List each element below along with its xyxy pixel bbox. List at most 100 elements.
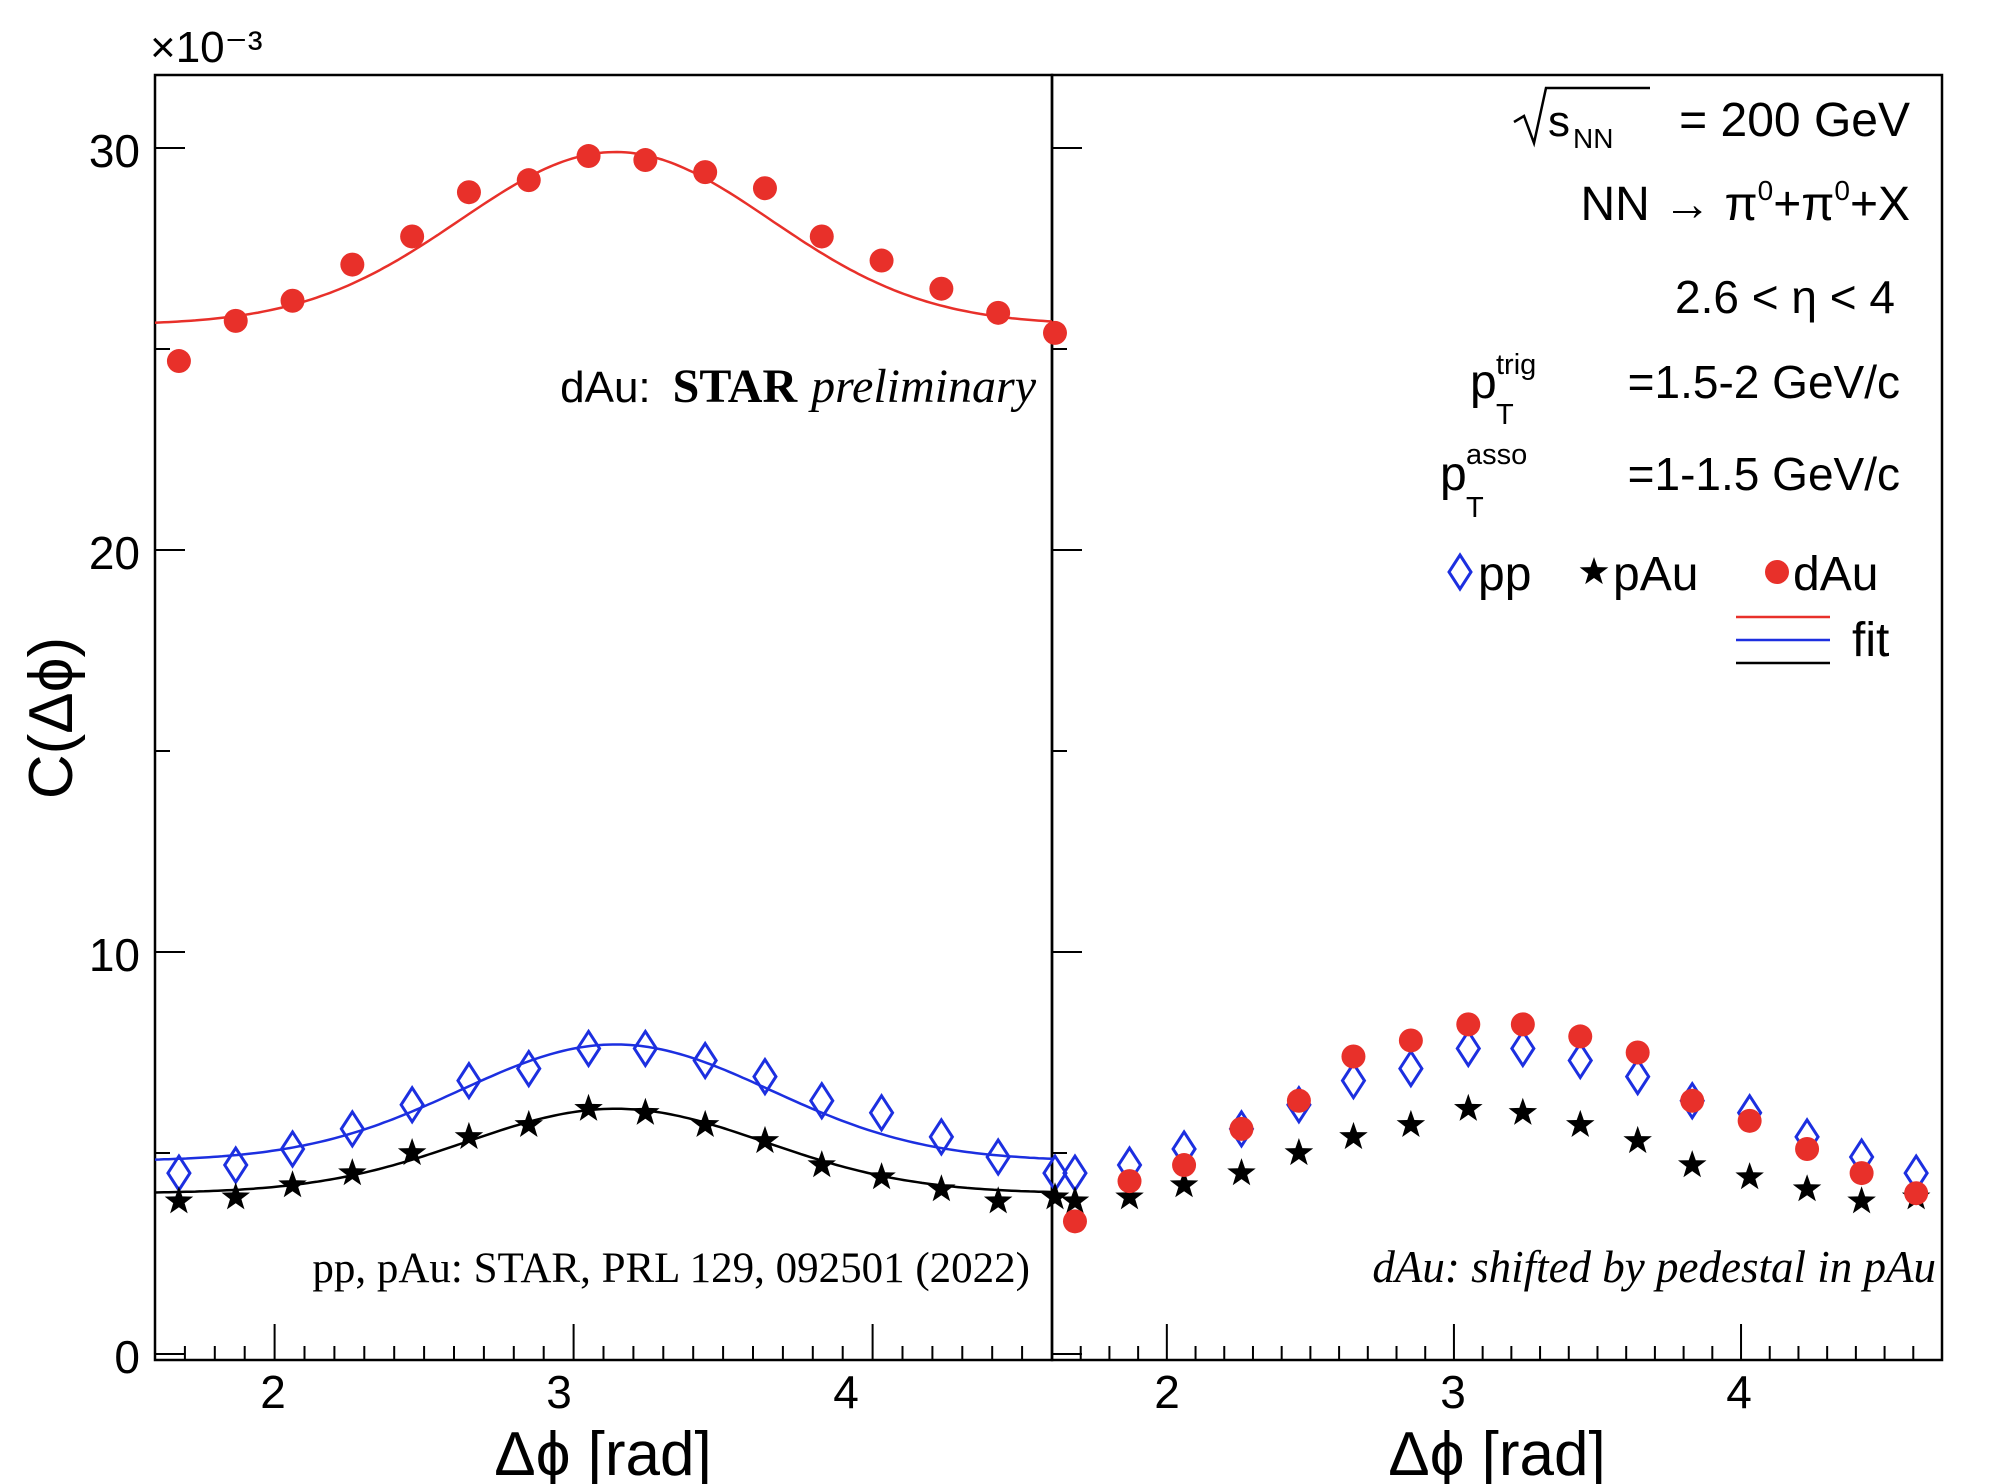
data-point-pAu xyxy=(1040,1182,1070,1210)
data-point-pp xyxy=(515,1048,542,1089)
data-point-dAu xyxy=(1398,1028,1423,1053)
data-point-pAu xyxy=(221,1182,250,1210)
data-point-pAu xyxy=(574,1093,603,1121)
data-point-pAu xyxy=(1678,1150,1707,1178)
data-point-dAu xyxy=(986,300,1011,325)
data-point-pAu xyxy=(1169,1170,1199,1198)
data-point-dAu xyxy=(280,288,305,313)
data-point-dAu xyxy=(1510,1012,1535,1037)
data-point-pp xyxy=(808,1080,835,1121)
data-point-pAu xyxy=(1792,1174,1822,1202)
data-point-pAu xyxy=(164,1186,194,1214)
trig-superscript: trig xyxy=(1496,349,1536,381)
legend-pp-text: pp xyxy=(1478,548,1531,601)
data-point-pAu xyxy=(1227,1158,1256,1186)
data-point-pp xyxy=(868,1093,895,1133)
data-point-pp xyxy=(339,1109,366,1149)
data-point-dAu xyxy=(633,148,658,173)
data-point-pAu xyxy=(1847,1186,1876,1214)
legend-pAu-text: pAu xyxy=(1613,548,1698,601)
data-point-pAu xyxy=(927,1174,956,1202)
collision-energy-label: s NN = 200 GeV xyxy=(1513,86,1910,154)
left-panel-frame xyxy=(153,73,1054,1362)
data-point-pAu xyxy=(1735,1162,1764,1190)
legend: pp pAu dAu fit xyxy=(1447,548,1889,667)
data-point-dAu xyxy=(1172,1153,1197,1178)
data-point-dAu xyxy=(1625,1040,1650,1065)
data-point-pAu xyxy=(1566,1109,1595,1137)
data-point-pAu xyxy=(278,1170,307,1198)
data-point-pp xyxy=(222,1145,249,1185)
data-point-dAu xyxy=(516,168,541,193)
legend-pAu-marker xyxy=(1579,557,1609,585)
trig-pt-symbol: p xyxy=(1470,356,1497,409)
data-point-dAu xyxy=(752,176,777,201)
data-point-pp xyxy=(985,1137,1011,1177)
data-point-pp xyxy=(575,1028,602,1069)
data-point-dAu xyxy=(166,349,191,374)
sqrt-s-symbol: s xyxy=(1548,97,1570,146)
data-point-pp xyxy=(1567,1040,1594,1081)
energy-value: = 200 GeV xyxy=(1679,94,1910,147)
data-point-pp xyxy=(1340,1060,1367,1101)
right-panel-ticks xyxy=(1052,147,1915,1360)
data-point-dAu xyxy=(1229,1116,1254,1141)
data-point-pAu xyxy=(514,1109,543,1137)
data-point-dAu xyxy=(1680,1088,1705,1113)
data-point-dAu xyxy=(1568,1024,1593,1049)
left-x-tick-label-4: 4 xyxy=(833,1366,859,1418)
left-panel-ticks xyxy=(155,147,1024,1360)
data-point-dAu xyxy=(1849,1161,1874,1186)
data-point-pAu xyxy=(1339,1121,1368,1150)
right-panel-frame xyxy=(1050,73,1944,1362)
data-point-dAu xyxy=(1042,320,1067,345)
right-x-tick-label-4: 4 xyxy=(1726,1366,1752,1418)
data-point-pAu xyxy=(397,1138,427,1166)
data-point-dAu xyxy=(809,224,834,249)
data-point-dAu xyxy=(693,160,718,185)
data-point-pAu xyxy=(631,1097,660,1125)
trig-range-value: =1.5-2 GeV/c xyxy=(1628,356,1900,408)
publication-reference: pp, pAu: STAR, PRL 129, 092501 (2022) xyxy=(312,1245,1030,1292)
data-point-pAu xyxy=(1060,1186,1090,1214)
data-point-pp xyxy=(928,1117,955,1157)
data-point-dAu xyxy=(1795,1136,1820,1161)
asso-subscript: T xyxy=(1466,492,1484,524)
data-point-pp xyxy=(456,1060,482,1101)
associate-pt-label: p asso T =1-1.5 GeV/c xyxy=(1440,439,1900,524)
data-point-dAu xyxy=(456,180,481,205)
left-x-axis-label: Δϕ [rad] xyxy=(494,1420,711,1484)
right-x-tick-label-2: 2 xyxy=(1154,1366,1180,1418)
data-point-pAu xyxy=(1508,1097,1538,1125)
data-point-pAu xyxy=(338,1158,367,1186)
right-x-tick-label-3: 3 xyxy=(1440,1366,1466,1418)
data-point-pAu xyxy=(867,1162,896,1190)
data-point-dAu xyxy=(1341,1044,1366,1069)
data-point-dAu xyxy=(1286,1088,1311,1113)
right-panel-markers xyxy=(1060,1012,1931,1234)
data-point-pp xyxy=(1624,1056,1651,1097)
data-point-dAu xyxy=(1904,1181,1929,1206)
data-point-pAu xyxy=(1623,1125,1652,1154)
data-point-pAu xyxy=(1396,1109,1426,1137)
data-point-dAu xyxy=(400,224,425,249)
data-point-pp xyxy=(632,1028,659,1069)
y-axis-multiplier: ×10⁻³ xyxy=(150,23,263,72)
sqrt-s-subscript: NN xyxy=(1573,123,1613,154)
data-point-pAu xyxy=(1454,1093,1483,1121)
data-point-pAu xyxy=(807,1150,836,1178)
data-point-pAu xyxy=(750,1125,780,1154)
legend-dAu-text: dAu xyxy=(1793,548,1878,601)
data-point-pp xyxy=(399,1084,425,1125)
left-x-tick-label-3: 3 xyxy=(546,1366,572,1418)
fit-curve xyxy=(154,1107,1053,1194)
data-point-pAu xyxy=(983,1186,1013,1214)
y-tick-label-20: 20 xyxy=(89,527,140,579)
trigger-pt-label: p trig T =1.5-2 GeV/c xyxy=(1470,349,1900,431)
legend-fit-text: fit xyxy=(1852,614,1889,667)
asso-superscript: asso xyxy=(1466,439,1527,471)
legend-dAu-marker xyxy=(1765,560,1789,584)
pedestal-shift-note: dAu: shifted by pedestal in pAu xyxy=(1372,1242,1936,1292)
left-panel-markers xyxy=(164,144,1070,1214)
